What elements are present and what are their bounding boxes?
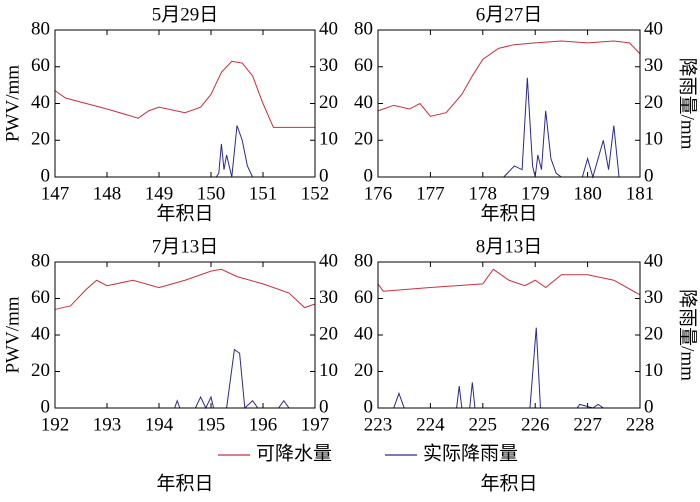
legend-label: 实际降雨量 [423,442,518,464]
data-line [55,348,315,410]
x-axis-label: 年积日 [156,472,213,494]
y-tick-label: 40 [31,92,50,113]
x-tick-label: 193 [93,414,122,435]
x-tick-label: 224 [416,414,445,435]
legend-label: 可降水量 [256,442,332,464]
y-axis-label: PWV/mm [2,296,23,373]
data-line [377,40,641,117]
data-line [377,268,641,296]
y2-axis-label: 降雨量/mm [677,58,699,150]
y-tick-label: 0 [364,396,374,417]
x-tick-label: 228 [626,414,655,435]
x-axis-label: 年积日 [480,202,537,224]
y-tick-label: 80 [31,250,50,271]
y2-tick-label: 40 [644,250,663,271]
x-tick-label: 149 [145,183,174,204]
y-tick-label: 60 [354,55,373,76]
x-tick-label: 223 [364,414,393,435]
x-tick-label: 225 [469,414,498,435]
y-tick-label: 0 [41,396,51,417]
x-tick-label: 192 [41,414,70,435]
y-tick-label: 60 [31,55,50,76]
y-tick-label: 40 [354,323,373,344]
x-tick-label: 180 [573,183,602,204]
y-tick-label: 20 [354,129,373,150]
y-tick-label: 40 [31,323,50,344]
y-tick-label: 80 [31,18,50,39]
x-tick-label: 152 [301,183,330,204]
x-tick-label: 196 [249,414,278,435]
data-line [54,268,316,310]
y2-tick-label: 30 [319,287,338,308]
x-tick-label: 178 [469,183,498,204]
y-tick-label: 20 [31,360,50,381]
y2-axis-label: 降雨量/mm [677,289,699,381]
plot-frame [54,261,316,409]
y-tick-label: 60 [354,287,373,308]
y-tick-label: 80 [354,18,373,39]
x-tick-label: 151 [249,183,278,204]
y2-tick-label: 0 [644,396,654,417]
plot-frame [377,261,641,409]
x-tick-label: 176 [364,183,393,204]
y-tick-label: 20 [354,360,373,381]
y2-tick-label: 30 [644,55,663,76]
x-tick-label: 150 [197,183,226,204]
data-line [378,77,640,179]
y2-tick-label: 10 [319,129,338,150]
x-tick-label: 194 [145,414,174,435]
y-tick-label: 60 [31,287,50,308]
y2-tick-label: 40 [319,18,338,39]
y2-tick-label: 10 [319,360,338,381]
x-axis-label: 年积日 [480,472,537,494]
x-tick-label: 179 [521,183,550,204]
x-tick-label: 227 [573,414,602,435]
y-tick-label: 80 [354,250,373,271]
y2-tick-label: 10 [644,360,663,381]
data-line [55,125,315,178]
y2-tick-label: 40 [319,250,338,271]
plot-frame [377,29,641,178]
y2-tick-label: 0 [319,165,329,186]
x-axis-label: 年积日 [156,202,213,224]
data-line [378,327,640,409]
y-tick-label: 40 [354,92,373,113]
y2-tick-label: 30 [319,55,338,76]
x-tick-label: 147 [41,183,70,204]
chart-title: 8月13日 [476,236,543,257]
x-tick-label: 226 [521,414,550,435]
chart-title: 5月29日 [152,4,219,25]
y2-tick-label: 20 [319,92,338,113]
y2-tick-label: 20 [644,323,663,344]
y2-tick-label: 20 [319,323,338,344]
y-tick-label: 0 [41,165,51,186]
y2-tick-label: 40 [644,18,663,39]
y2-tick-label: 0 [644,165,654,186]
chart-title: 7月13日 [152,236,219,257]
y2-tick-label: 30 [644,287,663,308]
y-tick-label: 20 [31,129,50,150]
x-tick-label: 177 [416,183,445,204]
y-tick-label: 0 [364,165,374,186]
x-tick-label: 195 [197,414,226,435]
x-tick-label: 197 [301,414,330,435]
y2-tick-label: 10 [644,129,663,150]
x-tick-label: 181 [626,183,655,204]
chart-title: 6月27日 [476,4,543,25]
x-tick-label: 148 [93,183,122,204]
y2-tick-label: 0 [319,396,329,417]
plot-frame [54,29,316,178]
y-axis-label: PWV/mm [2,65,23,142]
data-line [54,60,315,128]
y2-tick-label: 20 [644,92,663,113]
